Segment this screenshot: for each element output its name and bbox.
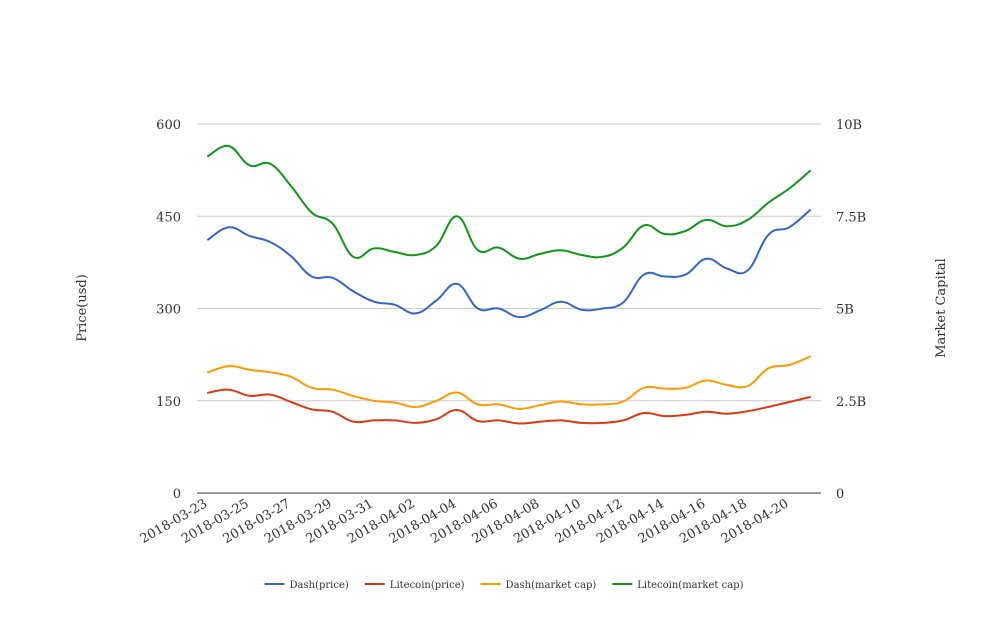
legend-label: Dash(price) xyxy=(290,580,349,591)
series-line-dash-market-cap xyxy=(207,355,811,410)
legend-label: Dash(market cap) xyxy=(506,580,597,591)
y-right-tick-label: 5B xyxy=(836,303,854,318)
y-left-tick-label: 150 xyxy=(156,395,181,410)
y-left-tick-label: 450 xyxy=(156,210,181,225)
legend: Dash(price) Litecoin(price) Dash(market ca… xyxy=(264,580,744,591)
y-left-tick-label: 300 xyxy=(156,303,181,318)
legend-item-dash-market-cap[interactable]: Dash(market cap) xyxy=(480,580,597,591)
y-right-tick-label: 10B xyxy=(836,118,862,133)
series-line-litecoin-price xyxy=(207,388,811,425)
y-axis-right-title: Market Capital xyxy=(934,258,949,358)
legend-label: Litecoin(market cap) xyxy=(637,580,743,591)
y-right-tick-label: 2.5B xyxy=(836,395,866,410)
legend-label: Litecoin(price) xyxy=(390,580,465,591)
y-right-tick-label: 7.5B xyxy=(836,210,866,225)
y-left-tick-label: 0 xyxy=(173,487,181,502)
legend-item-litecoin-price[interactable]: Litecoin(price) xyxy=(364,580,465,591)
gridlines xyxy=(197,123,821,402)
y-right-tick-label: 0 xyxy=(836,487,844,502)
y-left-tick-label: 600 xyxy=(156,118,181,133)
legend-item-dash-price[interactable]: Dash(price) xyxy=(264,580,349,591)
series-lines xyxy=(207,144,811,425)
series-line-dash-price xyxy=(207,209,811,319)
legend-item-litecoin-market-cap[interactable]: Litecoin(market cap) xyxy=(612,580,744,591)
y-axis-left-title: Price(usd) xyxy=(75,274,90,342)
series-line-litecoin-market-cap xyxy=(207,144,811,260)
